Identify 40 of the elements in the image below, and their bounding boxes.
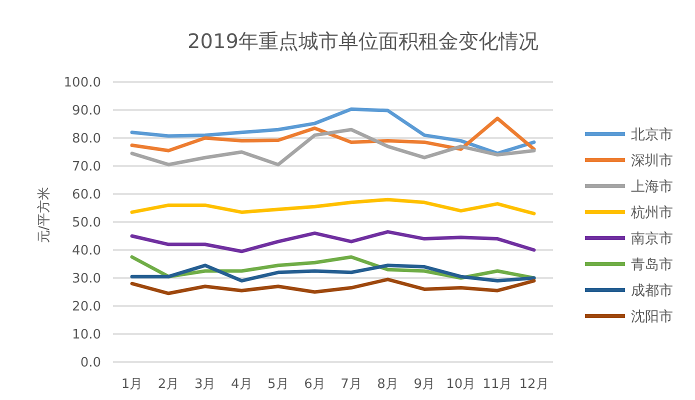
x-tick-label: 12月	[519, 377, 549, 392]
line-series	[130, 198, 536, 216]
y-tick-label: 10.0	[72, 328, 101, 343]
legend-label: 青岛市	[631, 256, 673, 273]
line-series	[130, 278, 536, 296]
y-tick-label: 90.0	[72, 104, 101, 119]
y-tick-label: 70.0	[72, 160, 101, 175]
legend-label: 南京市	[631, 230, 673, 247]
y-tick-label: 60.0	[72, 188, 101, 203]
y-tick-label: 20.0	[72, 300, 101, 315]
legend-label: 深圳市	[631, 152, 673, 169]
x-tick-label: 3月	[194, 377, 216, 392]
legend-label: 北京市	[631, 126, 673, 143]
y-tick-label: 100.0	[64, 76, 101, 91]
line-series	[130, 116, 536, 152]
y-tick-label: 80.0	[72, 132, 101, 147]
line-series	[130, 107, 536, 156]
chart-title: 2019年重点城市单位面积租金变化情况	[188, 29, 538, 53]
y-tick-label: 0.0	[80, 356, 101, 371]
line-series	[130, 128, 536, 166]
x-tick-label: 11月	[482, 377, 512, 392]
line-series	[130, 230, 536, 254]
y-tick-label: 30.0	[72, 272, 101, 287]
x-tick-label: 9月	[414, 377, 436, 392]
legend-label: 成都市	[631, 282, 673, 299]
x-tick-label: 5月	[268, 377, 289, 392]
y-tick-label: 50.0	[72, 216, 101, 231]
x-tick-label: 4月	[230, 377, 252, 392]
x-tick-label: 6月	[304, 377, 326, 392]
x-tick-label: 7月	[340, 377, 362, 392]
y-axis-title: 元/平方米	[36, 186, 52, 244]
x-tick-label: 1月	[121, 377, 143, 392]
x-tick-label: 2月	[158, 377, 180, 392]
x-tick-label: 10月	[446, 377, 476, 392]
line-series	[130, 264, 536, 283]
legend-label: 沈阳市	[631, 308, 673, 325]
legend-label: 上海市	[631, 178, 673, 195]
x-tick-label: 8月	[377, 377, 398, 392]
y-tick-label: 40.0	[72, 244, 101, 259]
legend-label: 杭州市	[630, 204, 673, 221]
